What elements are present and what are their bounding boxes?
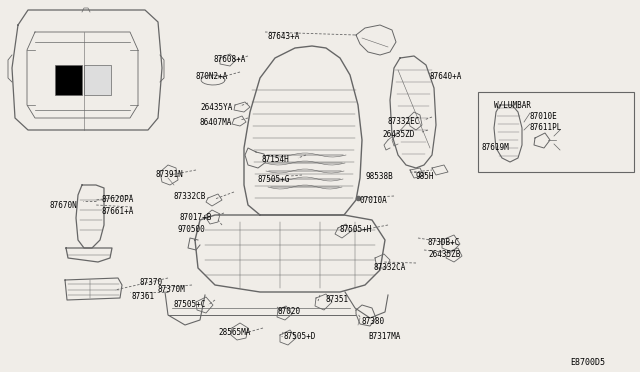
Text: 86407MA: 86407MA: [200, 118, 232, 127]
Text: 970500: 970500: [178, 225, 205, 234]
Text: 87020: 87020: [277, 307, 300, 316]
Text: 87154H: 87154H: [262, 155, 290, 164]
Text: 28565MA: 28565MA: [218, 328, 250, 337]
Text: 87332EC: 87332EC: [388, 117, 420, 126]
Text: 870N2+A: 870N2+A: [195, 72, 227, 81]
Text: 26435YA: 26435YA: [200, 103, 232, 112]
Polygon shape: [84, 65, 111, 95]
Text: 07010A: 07010A: [360, 196, 388, 205]
Text: B7317MA: B7317MA: [368, 332, 401, 341]
Text: 87332CB: 87332CB: [174, 192, 206, 201]
Text: 87351: 87351: [325, 295, 348, 304]
Text: 87505+H: 87505+H: [340, 225, 372, 234]
Text: 873DB+C: 873DB+C: [428, 238, 460, 247]
Text: 87380: 87380: [362, 317, 385, 326]
Text: 26435ZD: 26435ZD: [382, 130, 414, 139]
Text: 87619M: 87619M: [482, 143, 509, 152]
Text: 87611PL: 87611PL: [530, 123, 563, 132]
Text: 87505+D: 87505+D: [284, 332, 316, 341]
Text: 87505+C: 87505+C: [173, 300, 205, 309]
Text: 87640+A: 87640+A: [430, 72, 462, 81]
Text: 87505+G: 87505+G: [258, 175, 291, 184]
Text: 98538B: 98538B: [366, 172, 394, 181]
Text: 87391N: 87391N: [156, 170, 184, 179]
Text: 87608+A: 87608+A: [213, 55, 245, 64]
Text: 87332CA: 87332CA: [374, 263, 406, 272]
Text: 87620PA: 87620PA: [101, 195, 133, 204]
Text: 87010E: 87010E: [530, 112, 557, 121]
Text: W/LUMBAR: W/LUMBAR: [494, 100, 531, 109]
Bar: [478, 92, 634, 172]
Polygon shape: [55, 65, 82, 95]
Text: 26435ZB: 26435ZB: [428, 250, 460, 259]
Text: 87361: 87361: [131, 292, 154, 301]
Text: 87370M: 87370M: [158, 285, 186, 294]
Text: 87670N: 87670N: [50, 201, 77, 210]
Text: 87643+A: 87643+A: [268, 32, 300, 41]
Text: E8700D5: E8700D5: [570, 358, 605, 367]
Text: 87661+A: 87661+A: [101, 207, 133, 216]
Text: 87017+B: 87017+B: [180, 213, 212, 222]
Text: 87370: 87370: [139, 278, 162, 287]
Text: 985H: 985H: [416, 172, 435, 181]
